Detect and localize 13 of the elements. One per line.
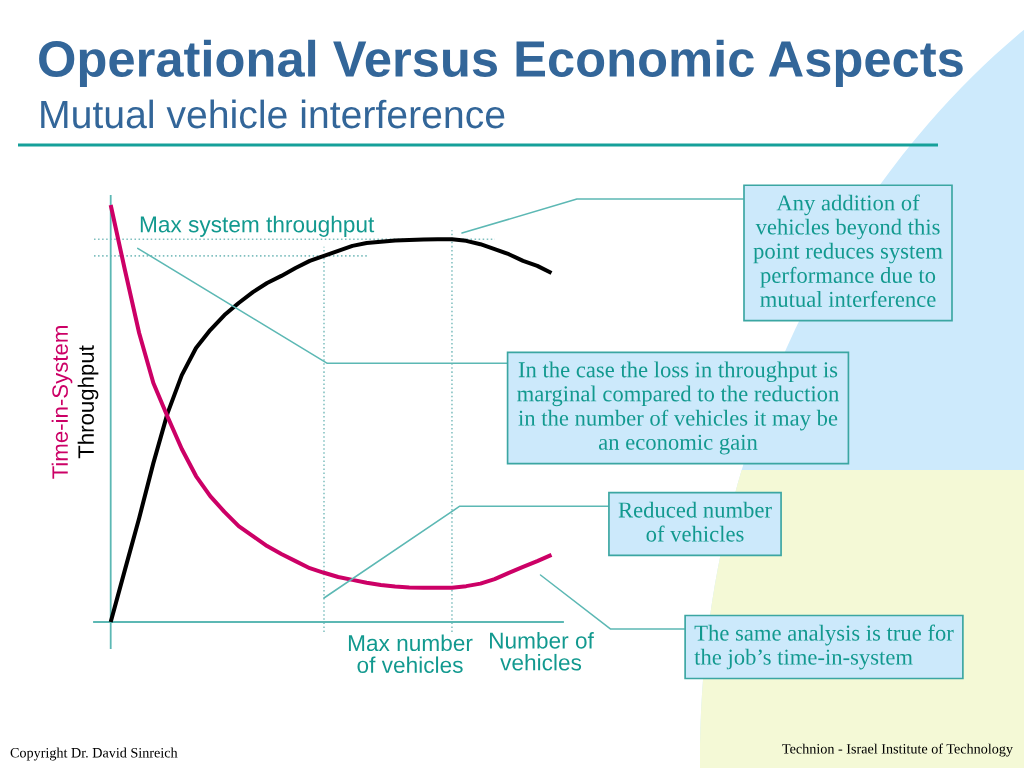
ref-line-label: Max system throughput — [140, 215, 375, 237]
text: Reduced number of vehicles — [618, 501, 772, 542]
x-axis-title: Number of vehicles — [490, 632, 594, 671]
text: The same analysis is true for the job’s time-in-system — [694, 624, 954, 670]
text: Technion - Israel Institute of Technology — [782, 743, 1013, 757]
annotation: In the case the loss in throughput is marginal compared to the reduction in the number of vehicles it may be an economic gain — [517, 361, 840, 455]
text: Time-in-System — [51, 326, 73, 479]
text: Throughput — [77, 345, 99, 459]
text: Copyright Dr. David Sinreich — [10, 747, 178, 761]
chart-title: Operational Versus Economic Aspects — [39, 39, 963, 88]
text: Any addition of vehicles beyond this point reduces system performance due to mutual interference — [753, 194, 943, 307]
text: Max number of vehicles — [348, 634, 473, 674]
chart-subtitle: Mutual vehicle interference — [41, 99, 505, 129]
